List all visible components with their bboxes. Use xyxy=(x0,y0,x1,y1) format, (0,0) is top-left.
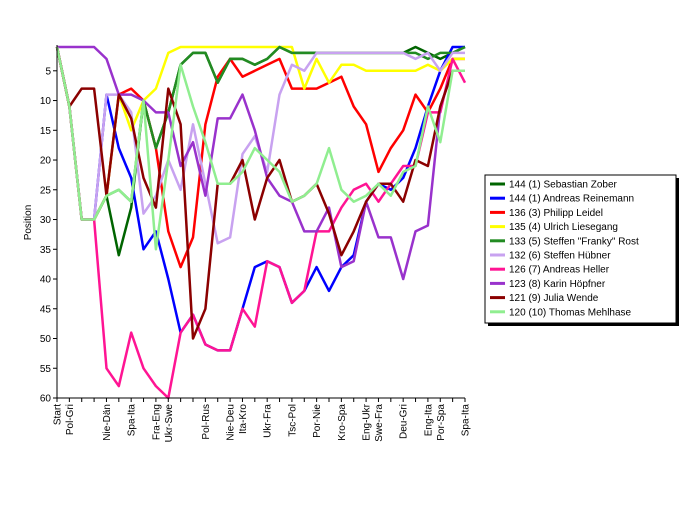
series-line-3 xyxy=(55,46,465,269)
y-tick-label: 55 xyxy=(40,364,52,375)
y-tick-label: 35 xyxy=(40,245,52,256)
x-axis-ticks: Start Pol-Gri Nie-Dän Spa-Ita Fra-Eng Ukr-Swe… xyxy=(53,398,472,442)
y-tick-label: 20 xyxy=(40,156,52,167)
x-tick-label: Spa-Ita xyxy=(127,404,138,437)
x-tick-label: Start xyxy=(53,404,64,425)
legend-entry-9: 121 (9) Julia Wende xyxy=(509,293,599,304)
legend-entry-2: 144 (1) Andreas Reinemann xyxy=(509,194,634,205)
legend-entry-6: 132 (6) Steffen Hübner xyxy=(509,251,611,262)
axes xyxy=(56,45,465,399)
series-line-4 xyxy=(55,45,465,221)
y-tick-label: 10 xyxy=(40,96,52,107)
legend-entry-4: 135 (4) Ulrich Liesegang xyxy=(509,222,618,233)
legend-entry-5: 133 (5) Steffen "Franky" Rost xyxy=(509,236,639,247)
y-tick-label: 30 xyxy=(40,215,52,226)
x-tick-label: Fra-Eng xyxy=(151,404,162,440)
series-line-10 xyxy=(55,46,465,251)
y-tick-label: 60 xyxy=(40,394,52,405)
x-tick-label: Tsc-Pol xyxy=(287,404,298,437)
series-line-7 xyxy=(55,46,467,400)
legend-box xyxy=(484,174,677,324)
series-line-8 xyxy=(57,45,465,281)
legend-entry-1: 144 (1) Sebastian Zober xyxy=(509,180,618,191)
x-tick-label: Por-Spa xyxy=(436,404,447,441)
x-tick-label: Nie-Dän xyxy=(102,404,113,441)
series-line-5 xyxy=(55,45,466,221)
x-tick-label: Ita-Kro xyxy=(238,404,249,434)
y-axis-ticks: 5 10 15 20 25 30 35 40 45 50 55 60 xyxy=(40,66,57,405)
y-tick-label: 40 xyxy=(40,275,52,286)
y-tick-label: 15 xyxy=(40,126,52,137)
x-tick-label: Swe-Fra xyxy=(374,404,385,442)
legend-entry-10: 120 (10) Thomas Mehlhase xyxy=(509,307,632,318)
legend-entry-8: 123 (8) Karin Höpfner xyxy=(509,279,606,290)
y-axis-label: Position xyxy=(23,205,34,241)
x-tick-label: Eng-Ita xyxy=(423,404,434,437)
x-tick-label: Pol-Rus xyxy=(201,404,212,440)
y-tick-label: 45 xyxy=(40,304,52,315)
series-line-9 xyxy=(55,46,465,340)
x-tick-label: Ukr-Fra xyxy=(263,404,274,438)
legend: 144 (1) Sebastian Zober 144 (1) Andreas R… xyxy=(484,174,679,326)
x-tick-label: Por-Nie xyxy=(312,404,323,438)
plot-lines xyxy=(55,45,467,400)
y-tick-label: 25 xyxy=(40,185,52,196)
x-tick-label: Spa-Ita xyxy=(461,404,472,437)
x-tick-label: Eng-Ukr xyxy=(362,403,373,440)
y-tick-label: 5 xyxy=(45,66,51,77)
legend-entry-3: 136 (3) Philipp Leidel xyxy=(509,208,603,219)
y-tick-label: 50 xyxy=(40,334,52,345)
x-tick-label: Deu-Gri xyxy=(399,404,410,439)
x-tick-label: Nie-Deu xyxy=(226,404,237,441)
x-tick-label: Ukr-Swe xyxy=(164,404,175,443)
legend-entry-7: 126 (7) Andreas Heller xyxy=(509,265,610,276)
x-tick-label: Pol-Gri xyxy=(65,404,76,435)
x-tick-label: Kro-Spa xyxy=(337,404,348,441)
